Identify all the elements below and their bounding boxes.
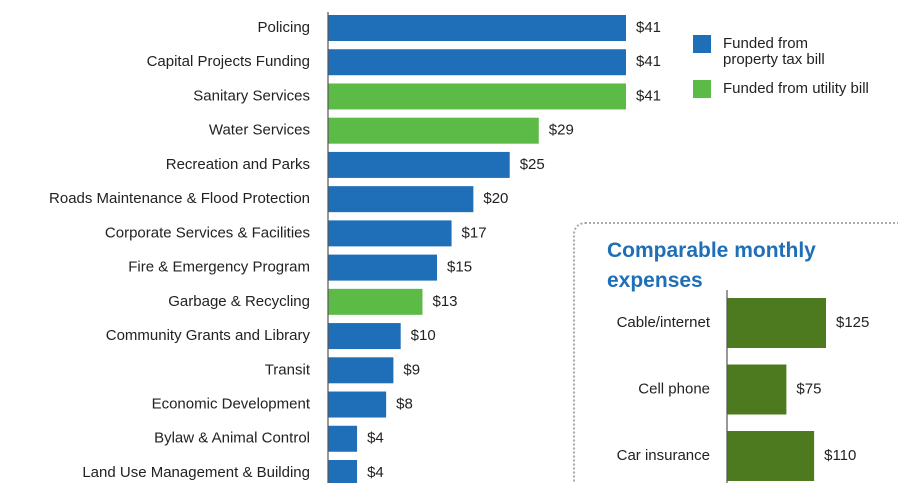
value-label: $20 xyxy=(483,190,508,207)
value-label: $41 xyxy=(636,53,661,70)
category-label: Fire & Emergency Program xyxy=(128,259,310,276)
category-label: Car insurance xyxy=(617,447,710,464)
bar xyxy=(328,357,394,384)
inset-panel xyxy=(573,222,898,483)
bar xyxy=(328,459,358,483)
bar xyxy=(328,288,423,315)
category-label: Economic Development xyxy=(152,395,311,412)
legend-swatch xyxy=(693,35,711,53)
bar xyxy=(328,254,438,281)
category-label: Bylaw & Animal Control xyxy=(154,430,310,447)
legend-label: Funded from property tax bill xyxy=(723,35,825,68)
bar xyxy=(328,15,626,41)
value-label: $13 xyxy=(432,293,457,310)
category-label: Corporate Services & Facilities xyxy=(105,224,310,241)
bar xyxy=(727,431,815,481)
bar xyxy=(727,364,787,415)
value-label: $8 xyxy=(396,395,413,412)
value-label: $15 xyxy=(447,259,472,276)
category-label: Garbage & Recycling xyxy=(168,293,310,310)
bar xyxy=(328,425,358,452)
category-label: Cell phone xyxy=(638,380,710,397)
category-label: Transit xyxy=(265,361,311,378)
value-label: $17 xyxy=(462,224,487,241)
bar xyxy=(328,323,401,350)
category-label: Sanitary Services xyxy=(193,87,310,104)
bar xyxy=(328,83,626,110)
bar xyxy=(328,117,539,144)
category-label: Community Grants and Library xyxy=(106,327,311,344)
value-label: $9 xyxy=(403,361,420,378)
value-label: $4 xyxy=(367,464,384,481)
category-label: Capital Projects Funding xyxy=(147,53,310,70)
category-label: Land Use Management & Building xyxy=(82,464,310,481)
value-label: $125 xyxy=(836,314,869,331)
bar xyxy=(328,49,626,76)
category-label: Cable/internet xyxy=(617,314,711,331)
bar xyxy=(727,298,826,348)
legend-swatch xyxy=(693,80,711,98)
bar xyxy=(328,220,452,247)
value-label: $41 xyxy=(636,19,661,36)
inset-title: Comparable monthly expenses xyxy=(607,239,816,292)
bar xyxy=(328,186,474,213)
category-label: Policing xyxy=(257,19,310,36)
bar xyxy=(328,391,387,418)
value-label: $110 xyxy=(824,447,856,464)
value-label: $41 xyxy=(636,87,661,104)
category-label: Water Services xyxy=(209,122,310,139)
bar xyxy=(328,151,510,178)
legend-label: Funded from utility bill xyxy=(723,80,869,97)
value-label: $75 xyxy=(796,380,821,397)
value-label: $25 xyxy=(520,156,545,173)
value-label: $4 xyxy=(367,430,384,447)
value-label: $29 xyxy=(549,122,574,139)
category-label: Recreation and Parks xyxy=(166,156,310,173)
category-label: Roads Maintenance & Flood Protection xyxy=(49,190,310,207)
value-label: $10 xyxy=(411,327,436,344)
